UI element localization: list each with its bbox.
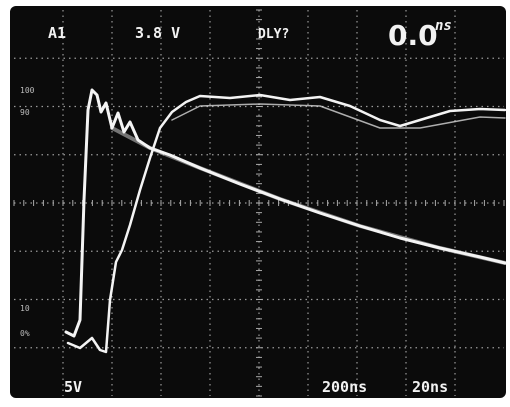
page: A1 3.8 V DLY? 0.0 ns 100 90 10 0% 5V 200… xyxy=(0,0,510,407)
graticule-label: 0% xyxy=(20,329,30,338)
delay-label: DLY? xyxy=(258,27,289,42)
time-per-div: 200ns xyxy=(322,378,367,396)
trigger-level: 3.8 V xyxy=(135,24,180,42)
oscilloscope-screen: A1 3.8 V DLY? 0.0 ns 100 90 10 0% 5V 200… xyxy=(0,0,510,407)
channel: A1 xyxy=(48,24,66,42)
graticule-label: 100 xyxy=(20,86,35,95)
delay-unit: ns xyxy=(435,18,452,34)
graticule-label: 90 xyxy=(20,108,30,117)
delay-value: 0.0 xyxy=(388,19,438,52)
graticule-label: 10 xyxy=(20,304,30,313)
delay-per-div: 20ns xyxy=(412,378,448,396)
volts-per-div: 5V xyxy=(64,378,82,396)
